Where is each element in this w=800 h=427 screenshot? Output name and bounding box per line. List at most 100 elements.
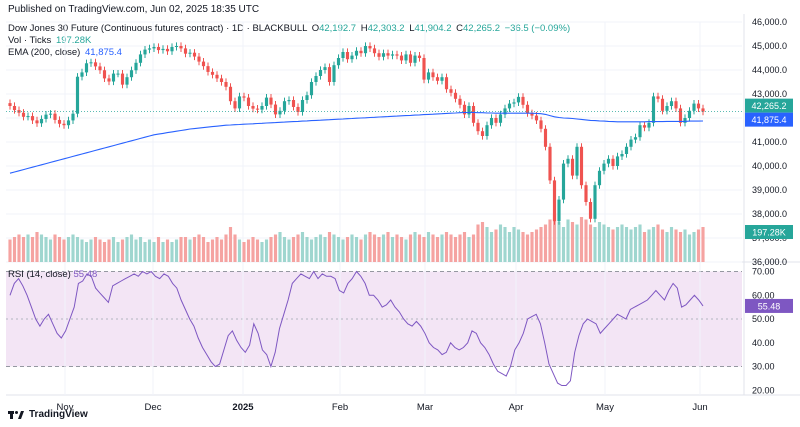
candle-body	[575, 146, 579, 176]
volume-bar	[125, 237, 129, 262]
candle-body	[458, 98, 462, 105]
volume-bar	[386, 232, 390, 262]
volume-bar	[161, 242, 165, 262]
volume-bar	[372, 234, 377, 262]
candle-body	[350, 55, 354, 60]
candle-body	[17, 110, 21, 113]
last-price-badge-bg	[745, 98, 793, 113]
rsi-line	[9, 270, 704, 386]
candle-body	[98, 66, 102, 71]
volume-bar	[584, 219, 588, 262]
volume-bar	[246, 239, 251, 262]
volume-bar	[120, 239, 125, 262]
volume-bar	[84, 242, 89, 262]
candle-body	[278, 110, 282, 115]
volume-bar	[489, 232, 494, 262]
volume-bar	[17, 234, 21, 262]
volume-bar	[665, 232, 669, 262]
ema-label[interactable]: EMA (200, close)	[8, 47, 81, 58]
volume-bar	[341, 239, 345, 262]
rsi-label[interactable]: RSI (14, close)	[8, 269, 71, 280]
symbol-title[interactable]: Dow Jones 30 Future (Continuous futures …	[8, 23, 308, 34]
candle-body	[174, 46, 179, 47]
candle-body	[57, 119, 62, 124]
volume-bar	[602, 224, 606, 262]
volume-bar	[165, 239, 170, 262]
volume-bar	[188, 239, 192, 262]
candle-body	[341, 52, 345, 58]
candle-body	[552, 180, 557, 222]
volume-bar	[570, 222, 575, 262]
volume-bar	[98, 239, 102, 262]
rsi-tick-label: 50.00	[752, 314, 775, 324]
candle-body	[89, 62, 93, 64]
volume-bar	[291, 237, 296, 262]
volume-bar	[435, 237, 440, 262]
volume-bar	[80, 239, 84, 262]
volume-bar	[179, 237, 183, 262]
volume-bar	[12, 237, 17, 262]
volume-bar	[138, 237, 143, 262]
candle-body	[615, 156, 620, 166]
candle-body	[323, 67, 327, 70]
rsi-badge-bg	[745, 298, 793, 313]
candle-body	[12, 106, 17, 111]
candle-body	[692, 103, 696, 111]
candle-body	[557, 199, 561, 222]
volume-bar	[458, 234, 462, 262]
volume-bar	[471, 234, 476, 262]
volume-badge: 197.28K	[752, 228, 786, 238]
volume-bar	[309, 239, 314, 262]
close-label: C	[456, 23, 463, 34]
ema-200-line	[9, 111, 704, 174]
volume-bar	[323, 237, 327, 262]
candle-body	[296, 106, 300, 112]
volume-bar	[296, 234, 300, 262]
candle-body	[390, 54, 395, 56]
candle-body	[570, 158, 575, 176]
volume-bar	[629, 229, 633, 262]
candle-body	[255, 108, 260, 110]
volume-bar	[444, 232, 449, 262]
volume-bar	[206, 242, 210, 262]
volume-bar	[287, 239, 291, 262]
volume-bar	[539, 227, 543, 262]
volume-bar	[143, 242, 147, 262]
volume-bar	[66, 237, 71, 262]
candle-body	[192, 52, 197, 57]
volume-bar	[242, 242, 246, 262]
candle-body	[426, 72, 431, 80]
candle-body	[647, 122, 651, 128]
price-tick-label: 38,000.0	[752, 209, 787, 219]
candle-body	[129, 70, 134, 78]
candle-body	[408, 54, 413, 63]
rsi-tick-label: 30.00	[752, 362, 775, 372]
candle-body	[300, 100, 305, 112]
ema-legend: EMA (200, close) 41,875.4	[8, 47, 122, 58]
candle-body	[593, 185, 597, 219]
candle-body	[179, 46, 183, 49]
open-label: O	[311, 23, 320, 34]
volume-bar	[669, 227, 674, 262]
candle-body	[251, 106, 255, 109]
price-tick-label: 40,000.0	[752, 161, 787, 171]
time-tick-label: May	[596, 402, 614, 413]
volume-bar	[21, 237, 26, 262]
volume-bar	[228, 227, 233, 262]
candle-body	[417, 55, 422, 58]
volume-label[interactable]: Vol · Ticks	[8, 35, 52, 46]
volume-bar	[183, 237, 188, 262]
volume-bar	[8, 239, 12, 262]
candle-body	[206, 66, 210, 72]
volume-bar	[534, 229, 539, 262]
volume-bar	[480, 222, 485, 262]
volume-bar	[548, 219, 552, 262]
candle-body	[165, 48, 170, 52]
candle-body	[660, 98, 665, 111]
volume-bar	[660, 229, 665, 262]
volume-bar	[116, 242, 120, 262]
candle-body	[282, 101, 287, 111]
volume-bar	[237, 239, 242, 262]
tradingview-logo-icon	[8, 410, 24, 419]
volume-bar	[147, 239, 152, 262]
